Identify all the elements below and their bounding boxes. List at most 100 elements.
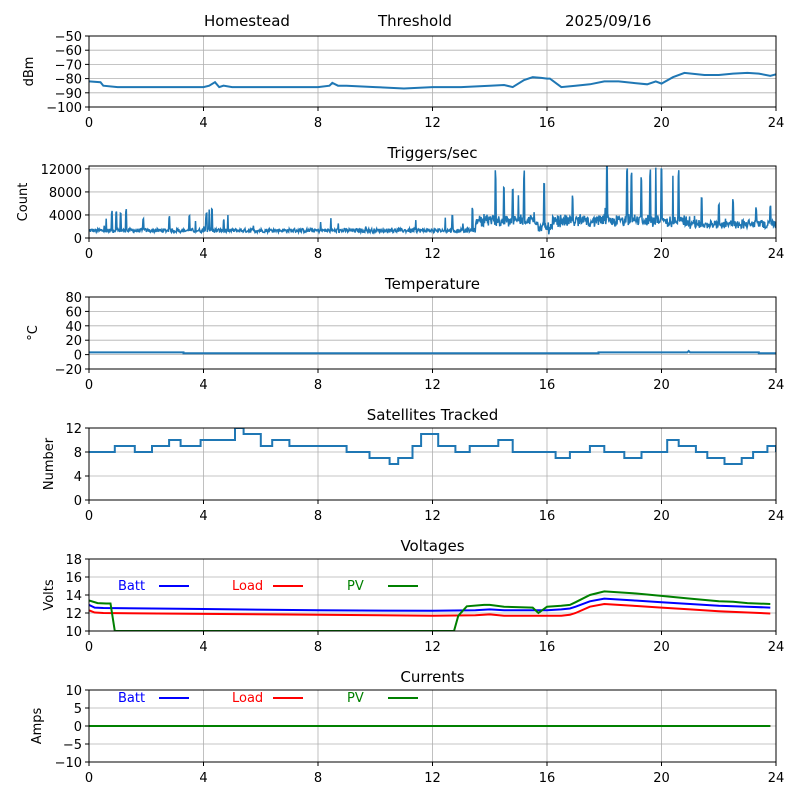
legend-label-batt: Batt xyxy=(118,691,145,706)
y-tick-label: 0 xyxy=(74,494,82,509)
y-tick-label: −5 xyxy=(63,738,82,753)
y-tick-label: 4 xyxy=(74,470,82,485)
x-tick-label: 12 xyxy=(424,378,441,393)
x-tick-label: 20 xyxy=(653,378,670,393)
y-tick-label: −100 xyxy=(46,101,82,116)
legend-label-load: Load xyxy=(232,579,263,594)
x-tick-label: 4 xyxy=(199,509,207,524)
x-tick-label: 20 xyxy=(653,771,670,786)
y-tick-label: −80 xyxy=(55,73,82,88)
x-tick-label: 4 xyxy=(199,247,207,262)
y-tick-label: 12000 xyxy=(41,163,82,178)
axes-frame xyxy=(88,689,777,763)
plot-area xyxy=(89,166,776,236)
y-tick-label: 0 xyxy=(74,720,82,735)
plot-area xyxy=(89,349,776,355)
axes-frame xyxy=(88,35,777,108)
x-tick-label: 8 xyxy=(314,640,322,655)
y-tick-label: 18 xyxy=(65,553,82,568)
x-tick-label: 24 xyxy=(768,378,785,393)
x-tick-label: 8 xyxy=(314,116,322,131)
x-tick-label: 12 xyxy=(424,771,441,786)
x-tick-label: 0 xyxy=(85,509,93,524)
x-tick-label: 20 xyxy=(653,116,670,131)
axes-frame xyxy=(88,165,777,239)
y-tick-label: 16 xyxy=(65,571,82,586)
x-tick-label: 20 xyxy=(653,509,670,524)
panel-triggers: 0 4 8 12 16 20 24 0 4000 8000 12000 Triggers/sec Cou… xyxy=(16,144,784,262)
panel-signal: 0 4 8 12 16 20 24 −50−60−70−80−90−100 dBm xyxy=(22,30,784,131)
x-tick-label: 24 xyxy=(768,509,785,524)
x-tick-label: 8 xyxy=(314,247,322,262)
panel-title: Satellites Tracked xyxy=(367,406,498,424)
y-tick-label: −50 xyxy=(55,30,82,45)
y-axis-label: Amps xyxy=(30,707,45,744)
y-tick-label: 4000 xyxy=(49,209,82,224)
series-line-load xyxy=(89,602,771,617)
x-tick-label: 24 xyxy=(768,247,785,262)
x-tick-label: 16 xyxy=(539,509,556,524)
x-tick-label: 12 xyxy=(424,509,441,524)
legend-label-load: Load xyxy=(232,691,263,706)
x-tick-label: 24 xyxy=(768,771,785,786)
y-axis-label: Volts xyxy=(42,579,57,611)
x-tick-label: 0 xyxy=(85,378,93,393)
x-tick-label: 16 xyxy=(539,640,556,655)
axes-frame xyxy=(88,427,777,501)
axes-frame xyxy=(88,558,777,632)
y-axis-label: dBm xyxy=(22,57,37,87)
panel-title: Currents xyxy=(400,668,464,686)
x-tick-label: 24 xyxy=(768,116,785,131)
x-tick-label: 4 xyxy=(199,640,207,655)
panel-title: Triggers/sec xyxy=(387,144,478,162)
x-tick-label: 12 xyxy=(424,247,441,262)
y-tick-label: 12 xyxy=(65,422,82,437)
y-tick-label: −60 xyxy=(55,44,82,59)
x-tick-label: 0 xyxy=(85,771,93,786)
x-tick-label: 0 xyxy=(85,640,93,655)
y-tick-label: 0 xyxy=(74,349,82,364)
y-tick-label: 40 xyxy=(65,320,82,335)
legend-label-pv: PV xyxy=(347,691,364,706)
x-tick-label: 16 xyxy=(539,771,556,786)
y-tick-label: −90 xyxy=(55,87,82,102)
x-tick-label: 20 xyxy=(653,640,670,655)
y-tick-label: −10 xyxy=(55,756,82,771)
y-tick-label: −20 xyxy=(55,363,82,378)
header-mode: Threshold xyxy=(378,12,452,30)
x-tick-label: 12 xyxy=(424,640,441,655)
y-tick-label: −70 xyxy=(55,58,82,73)
y-axis-label: Number xyxy=(42,437,57,490)
axes-frame xyxy=(88,296,777,370)
series-line-triggers xyxy=(89,166,776,236)
legend-label-batt: Batt xyxy=(118,579,145,594)
x-tick-label: 0 xyxy=(85,247,93,262)
x-tick-label: 12 xyxy=(424,116,441,131)
x-tick-label: 8 xyxy=(314,378,322,393)
x-tick-label: 20 xyxy=(653,247,670,262)
y-tick-label: 10 xyxy=(65,684,82,699)
plot-area xyxy=(89,590,771,631)
y-tick-label: 8000 xyxy=(49,186,82,201)
x-tick-label: 4 xyxy=(199,378,207,393)
header-site: Homestead xyxy=(204,12,290,30)
header-date: 2025/09/16 xyxy=(565,12,652,30)
panel-satellites: 0 4 8 12 16 20 24 0 4 8 12 Satellites Tracked Number xyxy=(42,406,784,524)
y-tick-label: 80 xyxy=(65,291,82,306)
series-line-signal xyxy=(89,71,776,90)
panel-voltages: 0 4 8 12 16 20 24 10 12 14 16 18 Batt Load PV Voltages V… xyxy=(42,537,784,655)
x-tick-label: 4 xyxy=(199,116,207,131)
series-line-batt xyxy=(89,597,771,612)
y-tick-label: 20 xyxy=(65,334,82,349)
y-tick-label: 0 xyxy=(74,232,82,247)
y-tick-label: 8 xyxy=(74,446,82,461)
legend-label-pv: PV xyxy=(347,579,364,594)
plot-area xyxy=(89,71,776,90)
x-tick-label: 8 xyxy=(314,509,322,524)
x-tick-label: 16 xyxy=(539,116,556,131)
series-line-satellites xyxy=(89,428,776,465)
panel-title: Temperature xyxy=(384,275,480,293)
